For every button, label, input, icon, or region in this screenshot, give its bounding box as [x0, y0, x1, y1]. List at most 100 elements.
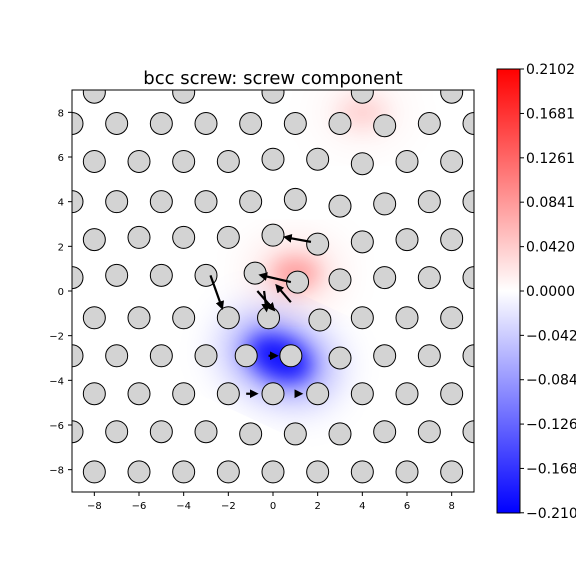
atom [261, 223, 285, 247]
atom [216, 382, 240, 406]
atom [82, 149, 106, 173]
displacement-arrow [258, 272, 292, 284]
atom [172, 460, 196, 484]
atom [350, 382, 374, 406]
atom [328, 422, 352, 446]
atom [149, 112, 173, 135]
atom [350, 152, 374, 176]
atom [328, 194, 352, 218]
atom [279, 344, 303, 368]
atom [440, 149, 464, 173]
x-axis: −8 −6 −4 −2 0 2 4 6 8 [87, 492, 455, 512]
atom [194, 190, 218, 214]
x-tick-label: 0 [270, 501, 276, 512]
atom [462, 112, 474, 135]
displacement-arrow [282, 234, 312, 243]
atom [194, 420, 218, 444]
atom [72, 190, 84, 214]
x-tick-label: −4 [176, 501, 191, 512]
atom [373, 192, 397, 216]
atom [306, 232, 330, 256]
atom [308, 308, 332, 332]
atom [216, 225, 240, 249]
atom [172, 306, 196, 330]
atom [328, 112, 352, 135]
atom [261, 147, 285, 171]
y-tick-label: 6 [58, 153, 64, 164]
atom [105, 344, 129, 368]
displacement-arrow [209, 274, 225, 310]
atom [373, 344, 397, 368]
x-tick-label: −8 [87, 501, 102, 512]
atom [216, 149, 240, 173]
atom [440, 306, 464, 330]
atom [82, 90, 106, 104]
atom [440, 90, 464, 104]
atom [72, 112, 84, 135]
colorbar-gradient [496, 68, 521, 514]
atoms-layer [72, 90, 474, 484]
atom [82, 382, 106, 406]
atom [105, 420, 129, 444]
atom [261, 90, 285, 104]
atom [105, 112, 129, 135]
colorbar-ticks: 0.2102 0.1681 0.1261 0.0841 0.0420 0.0000 −0.0… [520, 62, 576, 522]
colorbar-tick-label: 0.0000 [526, 284, 575, 300]
atom [306, 147, 330, 171]
colorbar-tick-label: −0.042 [526, 328, 576, 344]
atom [257, 306, 281, 330]
atom [239, 422, 263, 446]
atom [194, 112, 218, 135]
atom [283, 187, 307, 211]
atom [127, 149, 151, 173]
atom [239, 112, 263, 135]
chart-title: bcc screw: screw component [143, 68, 402, 89]
atom [417, 112, 441, 135]
atom [149, 420, 173, 444]
atom [243, 261, 267, 285]
atom [373, 266, 397, 290]
plot-area: −8 −6 −4 −2 0 2 4 6 8 −8 −6 −4 −2 0 2 4 6 8 [49, 89, 475, 512]
y-tick-label: 4 [58, 198, 64, 209]
atom [82, 306, 106, 330]
y-tick-label: 8 [58, 108, 64, 119]
atom [72, 266, 84, 290]
y-tick-label: −8 [49, 466, 64, 477]
colorbar-tick-label: 0.2102 [526, 62, 575, 78]
atom [127, 382, 151, 406]
atom [395, 460, 419, 484]
x-tick-label: −6 [132, 501, 147, 512]
atom [261, 382, 285, 406]
atom [328, 268, 352, 292]
atom [440, 460, 464, 484]
colorbar-tick-label: −0.126 [526, 417, 576, 433]
y-tick-label: 0 [58, 287, 64, 298]
atom [72, 420, 84, 444]
atom [239, 190, 263, 214]
atom [417, 420, 441, 444]
atom [395, 306, 419, 330]
atom [82, 228, 106, 252]
atom [395, 382, 419, 406]
atom [216, 306, 240, 330]
atom [417, 344, 441, 368]
atom [149, 190, 173, 214]
atom [172, 382, 196, 406]
atom [149, 263, 173, 287]
y-tick-label: −2 [49, 332, 64, 343]
atom [283, 422, 307, 446]
y-tick-label: −6 [49, 421, 64, 432]
colorbar-tick-label: 0.1681 [526, 106, 575, 122]
atom [462, 344, 474, 368]
atom [440, 382, 464, 406]
atom [306, 382, 330, 406]
arrows-layer [209, 234, 312, 399]
atom [194, 344, 218, 368]
atom [373, 420, 397, 444]
atom [462, 420, 474, 444]
atom [350, 306, 374, 330]
x-tick-label: 6 [404, 501, 410, 512]
atom [127, 225, 151, 249]
atom [216, 460, 240, 484]
